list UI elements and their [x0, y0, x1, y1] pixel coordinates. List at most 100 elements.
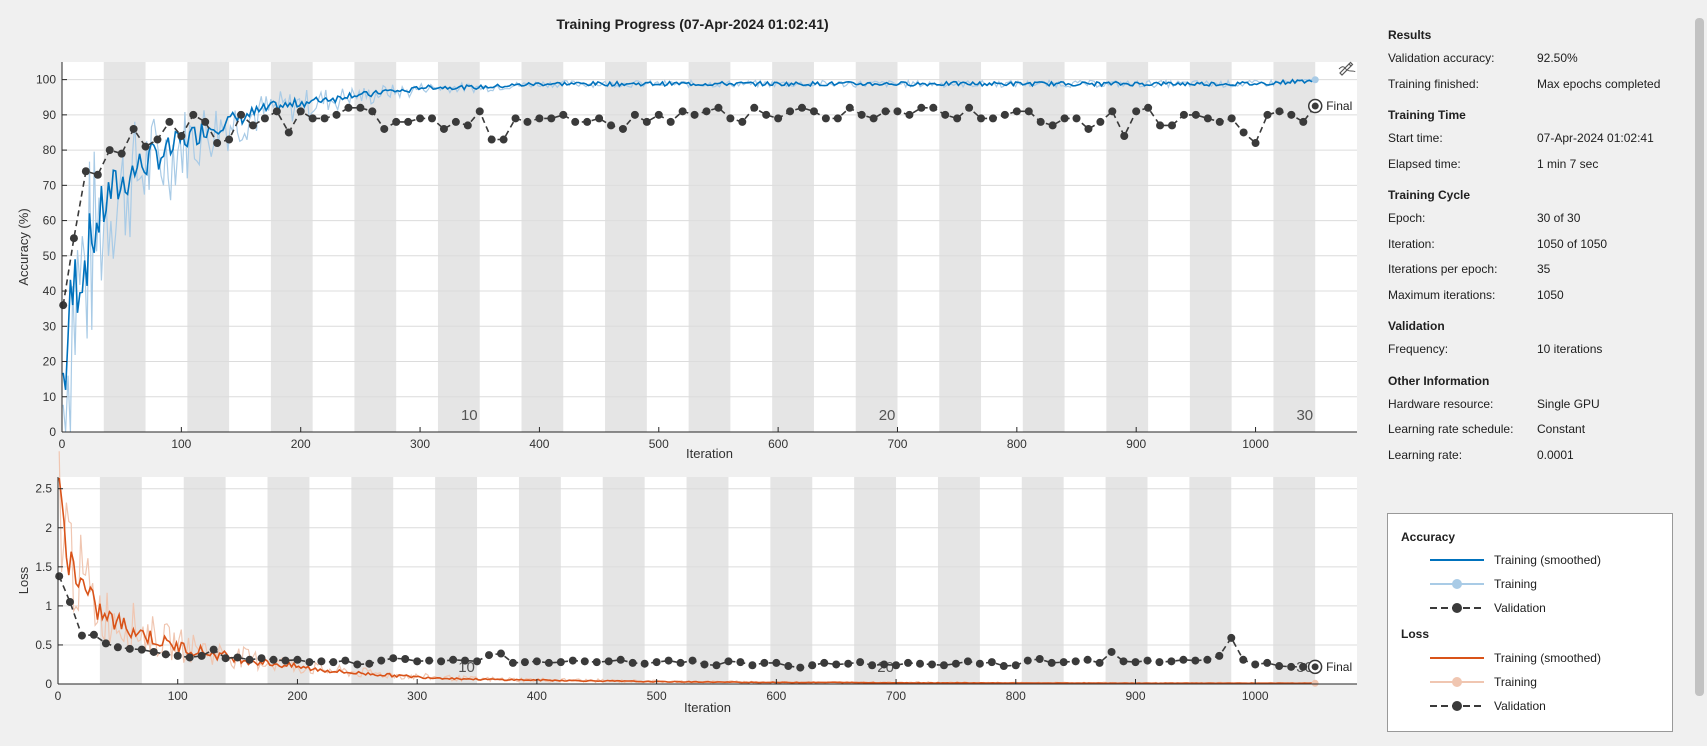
validation-point — [607, 121, 616, 130]
validation-point — [416, 114, 425, 123]
validation-point — [59, 301, 68, 310]
validation-point — [892, 661, 901, 670]
validation-point — [1023, 656, 1032, 665]
validation-point — [65, 597, 74, 606]
y-tick-label: 60 — [43, 214, 57, 228]
scrollbar-thumb[interactable] — [1695, 18, 1704, 696]
info-key: Frequency: — [1388, 342, 1449, 356]
info-key: Validation accuracy: — [1388, 51, 1495, 65]
validation-point — [583, 117, 592, 126]
axes-toolbar-icon[interactable] — [1337, 58, 1357, 78]
legend-loss-smoothed-line-icon — [1430, 657, 1484, 659]
info-value: 35 — [1537, 262, 1551, 276]
validation-point — [1263, 658, 1272, 667]
validation-point — [439, 124, 448, 133]
x-tick-label: 800 — [1007, 437, 1027, 451]
validation-point — [1000, 110, 1009, 119]
validation-point — [93, 170, 102, 179]
validation-point — [173, 651, 182, 660]
validation-point — [988, 114, 997, 123]
validation-point — [392, 117, 401, 126]
validation-point — [618, 124, 627, 133]
validation-point — [1095, 658, 1104, 667]
vertical-scrollbar[interactable] — [1691, 0, 1707, 746]
legend-acc-smoothed-label: Training (smoothed) — [1494, 553, 1601, 567]
validation-point — [404, 117, 413, 126]
info-row: Epoch: 30 of 30 — [1388, 211, 1678, 237]
validation-point — [772, 658, 781, 667]
legend-loss-smoothed: Training (smoothed) — [1430, 649, 1601, 667]
validation-point — [1024, 107, 1033, 116]
validation-point — [221, 654, 230, 663]
info-section: Validation Frequency: 10 iterations — [1388, 319, 1678, 368]
validation-point — [642, 117, 651, 126]
info-value: 1050 — [1537, 287, 1564, 302]
info-value: 30 of 30 — [1537, 211, 1581, 225]
epoch-band — [1273, 62, 1316, 432]
validation-point — [305, 658, 314, 667]
legend-loss-training: Training — [1430, 673, 1537, 691]
validation-point — [1227, 633, 1236, 642]
validation-point — [125, 644, 134, 653]
info-value: 1050 of 1050 — [1537, 236, 1608, 251]
validation-point — [868, 661, 877, 670]
validation-point — [260, 114, 269, 123]
y-tick-label: 0 — [49, 425, 56, 439]
validation-point — [1215, 117, 1224, 126]
x-tick-label: 900 — [1126, 437, 1146, 451]
y-tick-label: 40 — [43, 284, 57, 298]
validation-point — [317, 657, 326, 666]
validation-point — [165, 117, 174, 126]
info-key: Epoch: — [1388, 211, 1426, 225]
training-final-marker — [1311, 679, 1319, 687]
validation-point — [1275, 662, 1284, 671]
validation-point — [1132, 107, 1141, 116]
validation-point — [508, 658, 517, 667]
validation-point — [473, 657, 482, 666]
epoch-band — [1022, 62, 1065, 432]
final-marker-dot — [1311, 663, 1319, 671]
legend-acc-training-label: Training — [1494, 577, 1537, 591]
epoch-band — [939, 62, 982, 432]
validation-point — [137, 645, 146, 654]
validation-point — [1251, 660, 1260, 669]
validation-point — [559, 110, 568, 119]
validation-point — [308, 114, 317, 123]
epoch-label: 20 — [879, 407, 896, 424]
validation-point — [1275, 107, 1284, 116]
validation-point — [929, 103, 938, 112]
validation-point — [329, 658, 338, 667]
y-axis-label: Accuracy (%) — [16, 208, 31, 285]
x-tick-label: 100 — [168, 689, 188, 703]
info-key: Learning rate schedule: — [1388, 422, 1514, 436]
info-key: Iterations per epoch: — [1388, 262, 1498, 276]
validation-point — [189, 110, 198, 119]
epoch-band — [686, 477, 729, 684]
validation-point — [1299, 117, 1308, 126]
validation-point — [293, 655, 302, 664]
validation-point — [556, 658, 565, 667]
validation-point — [820, 658, 829, 667]
validation-point — [437, 657, 446, 666]
epoch-band — [267, 477, 310, 684]
info-value: Single GPU — [1537, 396, 1600, 411]
y-tick-label: 90 — [43, 108, 57, 122]
validation-point — [880, 660, 889, 669]
legend-loss-validation: Validation — [1430, 697, 1546, 715]
x-tick-label: 300 — [410, 437, 430, 451]
info-row: Maximum iterations: 1050 — [1388, 288, 1678, 314]
info-row: Learning rate: 0.0001 — [1388, 448, 1678, 474]
x-tick-label: 400 — [527, 689, 547, 703]
validation-point — [571, 117, 580, 126]
epoch-band — [270, 62, 313, 432]
validation-point — [1179, 110, 1188, 119]
validation-point — [535, 114, 544, 123]
x-tick-label: 700 — [887, 437, 907, 451]
info-value: Constant — [1537, 422, 1586, 436]
epoch-band — [99, 477, 142, 684]
legend-acc-smoothed: Training (smoothed) — [1430, 551, 1601, 569]
validation-point — [81, 167, 90, 176]
validation-point — [1168, 121, 1176, 130]
y-tick-label: 1.5 — [35, 560, 52, 574]
validation-point — [616, 655, 625, 664]
